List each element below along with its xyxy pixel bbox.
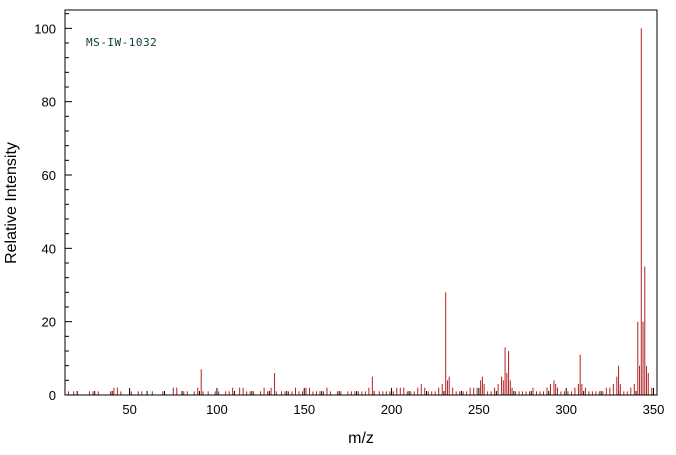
x-tick-label: 350	[643, 402, 665, 417]
x-axis-label: m/z	[348, 430, 374, 447]
x-tick-label: 100	[206, 402, 228, 417]
x-tick-label: 50	[122, 402, 136, 417]
y-tick-label: 100	[34, 21, 56, 36]
spectrum-id-annotation: MS-IW-1032	[86, 36, 157, 49]
plot-frame	[64, 9, 658, 396]
x-tick-label: 300	[555, 402, 577, 417]
x-tick-label: 250	[468, 402, 490, 417]
plot-area: 50 100 150 200 250 300 350 0 20 40 60 80 100	[34, 9, 665, 417]
y-axis-label: Relative Intensity	[3, 142, 20, 264]
y-tick-label: 60	[42, 168, 56, 183]
y-tick-label: 0	[49, 388, 56, 403]
x-tick-label: 150	[293, 402, 315, 417]
y-tick-label: 40	[42, 241, 56, 256]
y-tick-label: 20	[42, 315, 56, 330]
x-tick-label: 200	[381, 402, 403, 417]
y-tick-label: 80	[42, 95, 56, 110]
